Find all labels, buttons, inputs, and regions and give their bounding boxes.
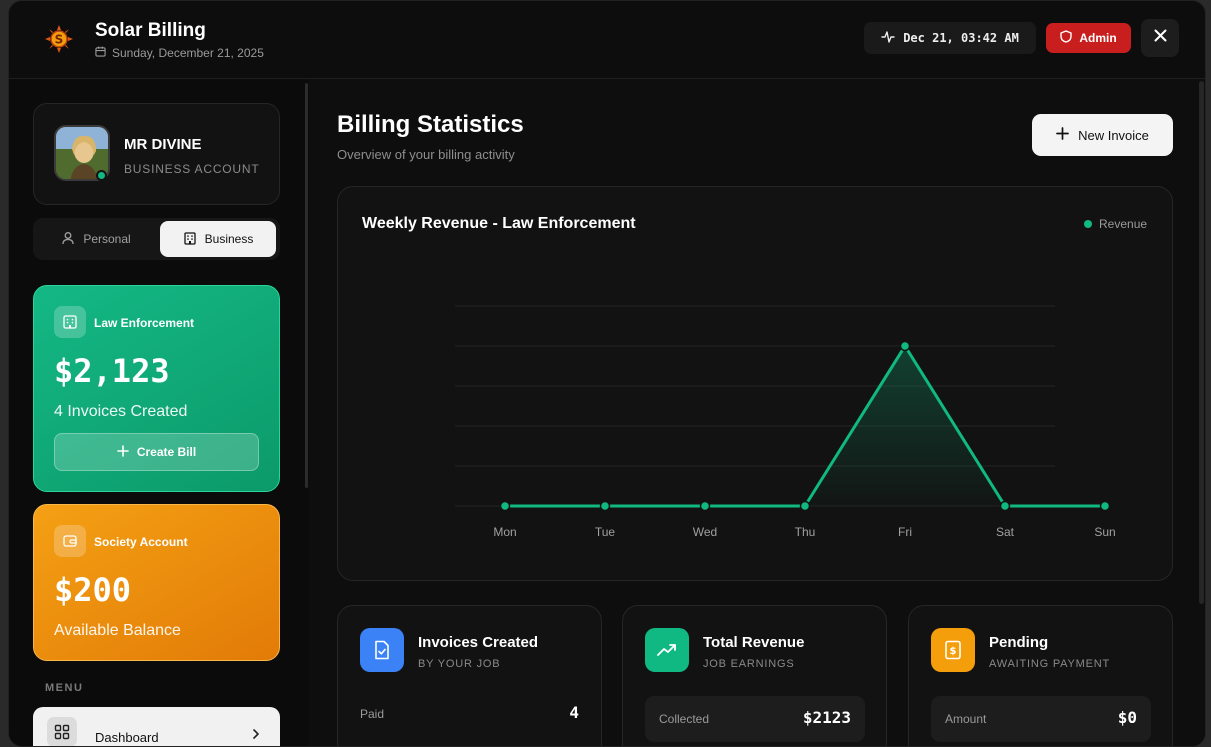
profile-account-type: BUSINESS ACCOUNT — [124, 162, 260, 176]
sidebar-scrollbar[interactable] — [305, 83, 308, 488]
page-subtitle: Overview of your billing activity — [337, 147, 515, 162]
user-icon — [61, 231, 75, 248]
activity-icon — [881, 30, 895, 47]
stat-subtitle: AWAITING PAYMENT — [989, 658, 1110, 670]
dollar-receipt-icon: $ — [931, 628, 975, 672]
stat-card-invoices: Invoices Created BY YOUR JOB Paid 4 — [337, 605, 602, 746]
job-account-card: Law Enforcement $2,123 4 Invoices Create… — [33, 285, 280, 492]
clock-display: Dec 21, 03:42 AM — [864, 22, 1036, 54]
job-card-amount: $2,123 — [54, 352, 170, 390]
toggle-personal-label: Personal — [83, 232, 131, 246]
stat-row-value: $2123 — [802, 708, 851, 727]
chart-point-fri[interactable] — [899, 340, 911, 352]
society-account-card: Society Account $200 Available Balance — [33, 504, 280, 661]
admin-label: Admin — [1079, 31, 1117, 45]
toggle-personal[interactable]: Personal — [36, 221, 156, 257]
x-tick-label: Fri — [898, 525, 912, 539]
profile-name: MR DIVINE — [124, 136, 202, 153]
header: S Solar Billing Sunday, December 21, 202… — [9, 1, 1205, 79]
create-bill-label: Create Bill — [136, 445, 197, 459]
toggle-business-label: Business — [204, 232, 254, 246]
wallet-icon — [54, 525, 86, 557]
trending-up-icon — [645, 628, 689, 672]
sidebar-item-dashboard[interactable]: Dashboard — [33, 707, 280, 746]
x-tick-label: Sat — [996, 525, 1015, 539]
revenue-chart-card: Mon Tue Wed Thu Fri Sat Sun Weekly Revenue - L… — [337, 186, 1173, 581]
revenue-chart: Mon Tue Wed Thu Fri Sat Sun — [455, 305, 1116, 539]
chevron-right-icon — [251, 727, 261, 745]
building-icon — [54, 306, 86, 338]
stat-row-value: 4 — [569, 703, 579, 722]
main-scrollbar[interactable] — [1199, 81, 1204, 604]
job-card-label: Law Enforcement — [94, 316, 195, 330]
stat-row-label: Paid — [360, 707, 385, 721]
close-icon — [1154, 29, 1167, 47]
stat-subtitle: BY YOUR JOB — [418, 658, 501, 670]
stat-row-label: Collected — [659, 712, 710, 726]
stat-value-box: Collected $2123 — [645, 696, 865, 742]
chart-point-tue[interactable] — [599, 500, 611, 512]
app-title: Solar Billing — [95, 20, 206, 41]
society-card-label: Society Account — [94, 535, 188, 549]
admin-badge[interactable]: Admin — [1046, 23, 1131, 53]
chart-point-sun[interactable] — [1099, 500, 1111, 512]
close-button[interactable] — [1141, 19, 1179, 57]
chart-point-thu[interactable] — [799, 500, 811, 512]
job-card-subtitle: 4 Invoices Created — [54, 403, 188, 420]
menu-section-label: MENU — [45, 682, 84, 694]
app-window: S Solar Billing Sunday, December 21, 202… — [8, 0, 1206, 747]
stat-title: Total Revenue — [703, 634, 805, 651]
stat-title: Invoices Created — [418, 634, 539, 651]
chart-title: Weekly Revenue - Law Enforcement — [362, 215, 636, 232]
main-content: Billing Statistics Overview of your bill… — [309, 79, 1205, 746]
app-date: Sunday, December 21, 2025 — [95, 46, 264, 60]
account-toggle: Personal Business — [33, 218, 280, 260]
society-card-subtitle: Available Balance — [54, 622, 181, 639]
sidebar: MR DIVINE BUSINESS ACCOUNT Personal Busi… — [9, 79, 309, 746]
new-invoice-label: New Invoice — [1078, 127, 1149, 143]
new-invoice-button[interactable]: New Invoice — [1032, 114, 1173, 156]
sun-logo-icon: S — [45, 25, 73, 53]
file-check-icon — [360, 628, 404, 672]
stat-card-revenue: Total Revenue JOB EARNINGS Collected $21… — [622, 605, 887, 746]
sidebar-item-label: Dashboard — [95, 730, 159, 745]
x-tick-label: Tue — [595, 525, 616, 539]
building-icon — [183, 231, 197, 248]
svg-text:$: $ — [950, 646, 957, 657]
clock-text: Dec 21, 03:42 AM — [903, 31, 1019, 45]
stat-title: Pending — [989, 634, 1049, 651]
shield-icon — [1060, 30, 1073, 46]
stat-value-box: Amount $0 — [931, 696, 1151, 742]
avatar — [54, 125, 110, 181]
plus-icon — [1056, 127, 1069, 143]
online-status-dot — [96, 170, 107, 181]
toggle-business[interactable]: Business — [160, 221, 276, 257]
x-tick-label: Thu — [795, 525, 816, 539]
date-text: Sunday, December 21, 2025 — [112, 46, 264, 60]
x-tick-label: Sun — [1094, 525, 1115, 539]
stat-card-pending: $ Pending AWAITING PAYMENT Amount $0 — [908, 605, 1173, 746]
calendar-icon — [95, 46, 106, 60]
x-tick-label: Mon — [493, 525, 516, 539]
chart-point-wed[interactable] — [699, 500, 711, 512]
svg-text:S: S — [55, 33, 64, 47]
x-tick-label: Wed — [693, 525, 717, 539]
legend-label: Revenue — [1099, 217, 1148, 231]
plus-icon — [117, 444, 129, 460]
legend-dot — [1084, 220, 1092, 228]
chart-legend: Revenue — [1084, 217, 1147, 231]
page-title: Billing Statistics — [337, 111, 524, 138]
chart-area-fill — [505, 346, 1105, 506]
society-card-amount: $200 — [54, 571, 132, 609]
grid-icon — [47, 717, 77, 746]
profile-card: MR DIVINE BUSINESS ACCOUNT — [33, 103, 280, 205]
chart-point-mon[interactable] — [499, 500, 511, 512]
chart-point-sat[interactable] — [999, 500, 1011, 512]
create-bill-button[interactable]: Create Bill — [54, 433, 259, 471]
stat-subtitle: JOB EARNINGS — [703, 658, 795, 670]
stat-row-label: Amount — [945, 712, 987, 726]
stat-row-value: $0 — [1117, 708, 1137, 727]
